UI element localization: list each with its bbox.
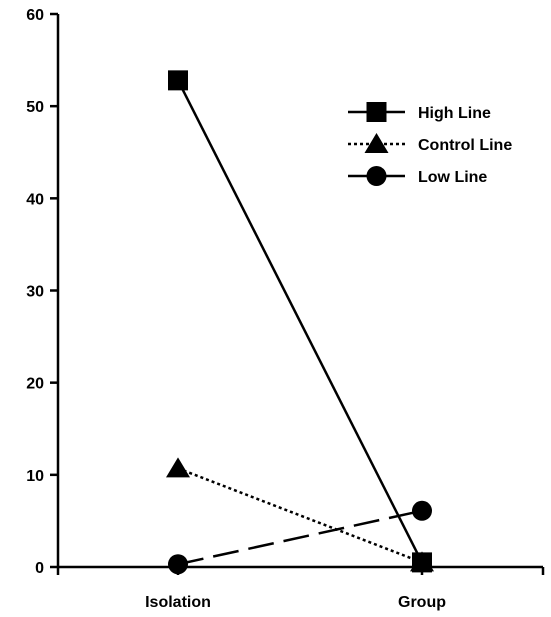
y-tick-label: 10 bbox=[26, 468, 44, 485]
legend: High Line Control Line Low Line bbox=[348, 102, 512, 186]
legend-label-control-line: Control Line bbox=[418, 137, 512, 154]
y-tick-label: 40 bbox=[26, 191, 44, 208]
legend-label-high-line: High Line bbox=[418, 105, 491, 122]
data-point-high-line bbox=[168, 70, 188, 91]
data-point-low-line bbox=[168, 554, 188, 575]
axes: 0 10 20 30 40 50 60 Isolation Group bbox=[26, 7, 545, 611]
series-low-line bbox=[168, 500, 432, 575]
x-tick-label: Isolation bbox=[145, 594, 211, 611]
legend-item-low-line: Low Line bbox=[348, 166, 487, 186]
series-lines bbox=[166, 70, 434, 575]
y-tick-label: 50 bbox=[26, 99, 44, 116]
legend-item-control-line: Control Line bbox=[348, 133, 512, 154]
series-line-control-line bbox=[177, 467, 423, 564]
legend-marker-high-line bbox=[366, 102, 387, 122]
data-point-control-line bbox=[166, 457, 190, 478]
legend-item-high-line: High Line bbox=[348, 102, 491, 122]
series-control-line bbox=[166, 457, 434, 572]
legend-marker-control-line bbox=[364, 133, 389, 153]
series-line-high-line bbox=[176, 79, 424, 563]
data-point-control-line bbox=[410, 551, 434, 572]
legend-label-low-line: Low Line bbox=[418, 169, 487, 186]
y-tick-label: 60 bbox=[26, 7, 44, 24]
x-tick-label: Group bbox=[398, 594, 446, 611]
series-line-low-line bbox=[177, 509, 423, 566]
y-tick-label: 0 bbox=[35, 560, 44, 577]
data-point-low-line bbox=[412, 500, 432, 521]
y-tick-label: 20 bbox=[26, 376, 44, 393]
legend-marker-low-line bbox=[366, 166, 387, 186]
series-high-line bbox=[168, 70, 432, 573]
y-tick-label: 30 bbox=[26, 284, 44, 301]
